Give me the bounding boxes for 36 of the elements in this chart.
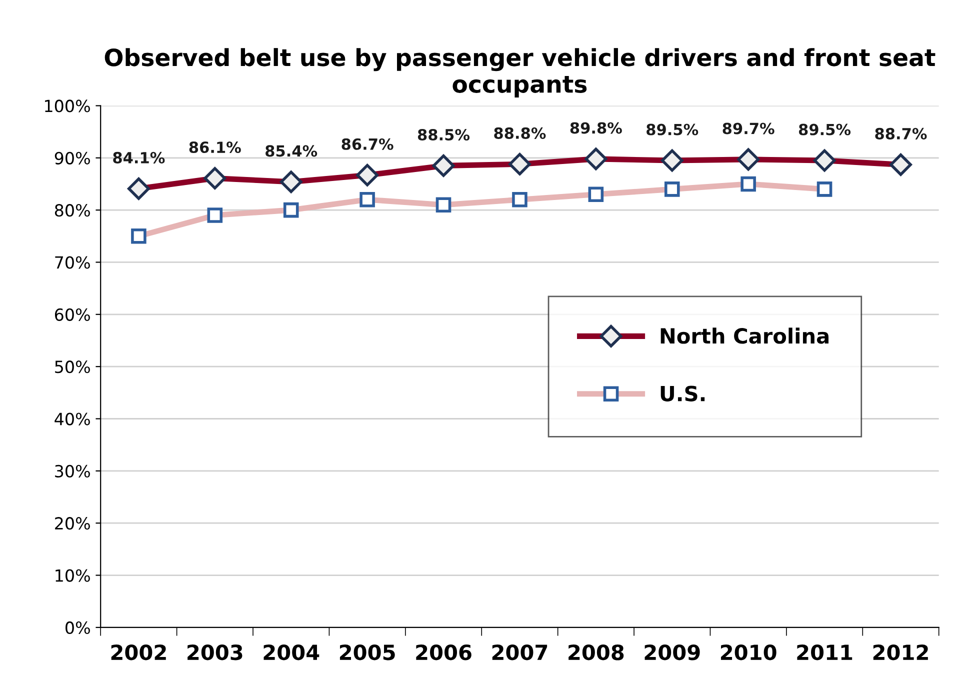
data-label: 88.8% bbox=[494, 127, 546, 139]
y-tick-label: 80% bbox=[54, 204, 90, 217]
x-tick-label: 2008 bbox=[568, 644, 624, 660]
x-tick-label: 2002 bbox=[111, 644, 166, 660]
y-tick-label: 30% bbox=[55, 464, 90, 478]
data-label: 88.5% bbox=[418, 128, 470, 141]
y-tick-label: 10% bbox=[56, 569, 90, 582]
chart-title: Observed belt use by passenger vehicle drivers and front seat occupants bbox=[104, 48, 936, 98]
y-tick-label: 100% bbox=[45, 100, 90, 112]
y-tick-label: 60% bbox=[54, 308, 90, 321]
data-label: 89.5% bbox=[798, 124, 851, 136]
data-label: 89.7% bbox=[722, 122, 774, 134]
y-tick-label: 70% bbox=[55, 256, 90, 269]
x-tick-label: 2004 bbox=[264, 644, 320, 660]
x-tick-label: 2009 bbox=[644, 644, 700, 660]
legend-label: U.S. bbox=[660, 386, 705, 402]
data-label: 85.4% bbox=[266, 145, 318, 157]
data-label: 84.1% bbox=[113, 152, 165, 164]
data-label: 89.5% bbox=[646, 124, 698, 136]
y-tick-label: 50% bbox=[55, 360, 90, 374]
data-label: 89.8% bbox=[570, 122, 622, 134]
x-tick-label: 2010 bbox=[720, 644, 776, 660]
x-tick-label: 2005 bbox=[340, 644, 395, 660]
legend-label: North Carolina bbox=[660, 328, 828, 344]
y-tick-label: 90% bbox=[54, 152, 90, 164]
x-tick-label: 2007 bbox=[492, 644, 548, 660]
data-label: 86.7% bbox=[342, 138, 394, 150]
data-label: 88.7% bbox=[875, 128, 927, 140]
x-tick-label: 2012 bbox=[873, 644, 928, 660]
x-tick-label: 2006 bbox=[416, 644, 472, 660]
y-tick-label: 40% bbox=[54, 412, 90, 426]
y-tick-label: 0% bbox=[66, 621, 90, 634]
y-tick-label: 20% bbox=[55, 517, 90, 530]
x-tick-label: 2003 bbox=[188, 644, 242, 660]
data-label: 86.1% bbox=[189, 141, 241, 154]
x-tick-label: 2011 bbox=[797, 644, 852, 660]
